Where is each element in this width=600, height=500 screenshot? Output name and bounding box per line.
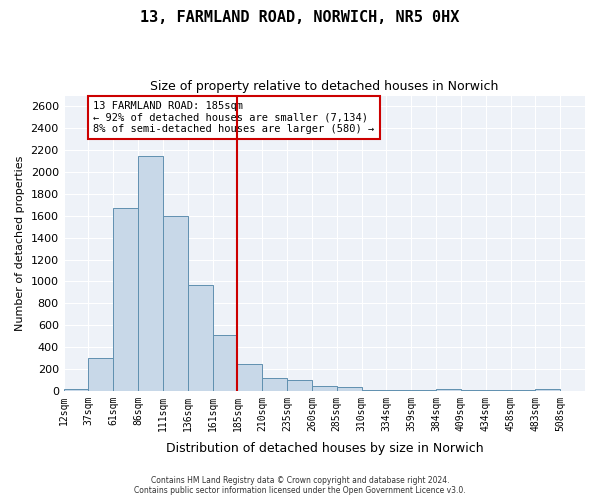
X-axis label: Distribution of detached houses by size in Norwich: Distribution of detached houses by size … bbox=[166, 442, 483, 455]
Text: 13 FARMLAND ROAD: 185sqm
← 92% of detached houses are smaller (7,134)
8% of semi: 13 FARMLAND ROAD: 185sqm ← 92% of detach… bbox=[94, 101, 375, 134]
Bar bbox=[287, 380, 312, 391]
Bar bbox=[485, 390, 511, 391]
Bar bbox=[212, 335, 238, 391]
Bar bbox=[188, 284, 212, 391]
Bar bbox=[511, 390, 535, 391]
Bar bbox=[88, 358, 113, 391]
Bar bbox=[337, 388, 362, 391]
Y-axis label: Number of detached properties: Number of detached properties bbox=[15, 156, 25, 331]
Bar bbox=[362, 390, 386, 391]
Bar bbox=[386, 390, 411, 391]
Bar bbox=[163, 216, 188, 391]
Bar bbox=[64, 388, 88, 391]
Bar bbox=[238, 364, 262, 391]
Bar bbox=[461, 390, 485, 391]
Text: Contains HM Land Registry data © Crown copyright and database right 2024.
Contai: Contains HM Land Registry data © Crown c… bbox=[134, 476, 466, 495]
Text: 13, FARMLAND ROAD, NORWICH, NR5 0HX: 13, FARMLAND ROAD, NORWICH, NR5 0HX bbox=[140, 10, 460, 25]
Bar bbox=[312, 386, 337, 391]
Bar bbox=[138, 156, 163, 391]
Bar bbox=[262, 378, 287, 391]
Title: Size of property relative to detached houses in Norwich: Size of property relative to detached ho… bbox=[150, 80, 499, 93]
Bar bbox=[411, 390, 436, 391]
Bar bbox=[436, 388, 461, 391]
Bar bbox=[535, 388, 560, 391]
Bar bbox=[113, 208, 138, 391]
